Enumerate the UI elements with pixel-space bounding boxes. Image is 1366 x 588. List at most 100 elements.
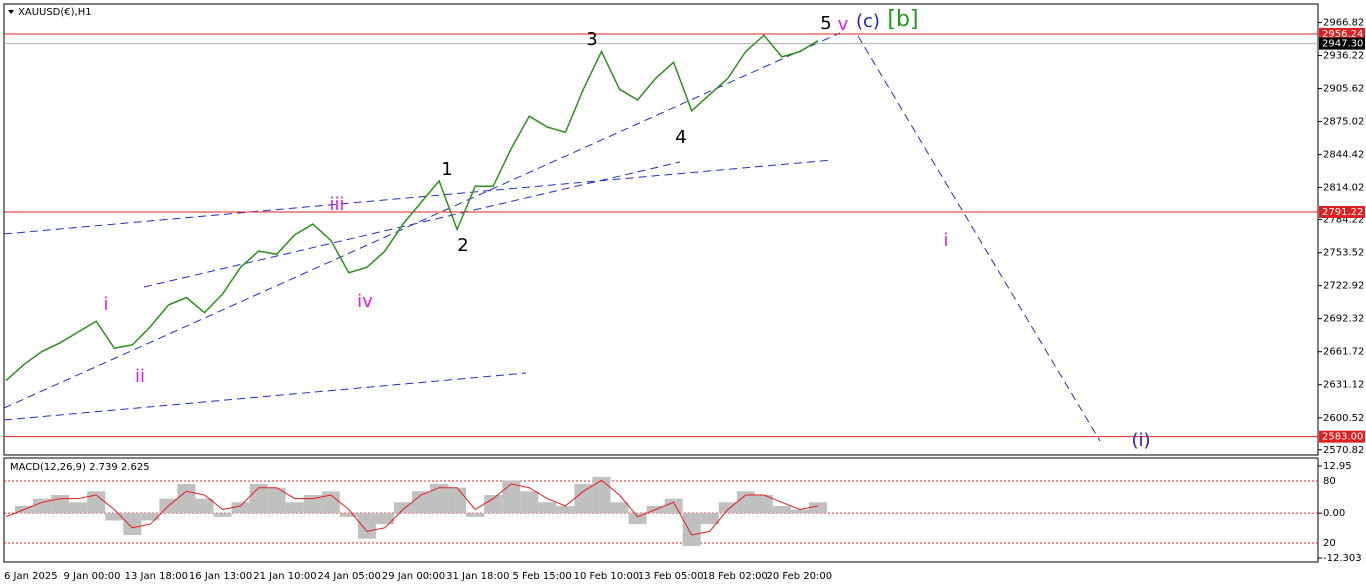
macd-bar — [736, 491, 755, 514]
y-tick-label: 2600.52 — [1323, 413, 1364, 424]
y-tick-label: 2753.52 — [1323, 248, 1364, 259]
macd-bar — [754, 494, 773, 514]
y-tick-label: 2936.22 — [1323, 51, 1364, 62]
macd-bar — [484, 494, 503, 514]
x-tick-label: 13 Feb 05:00 — [638, 571, 704, 582]
wave-label: (i) — [1131, 430, 1150, 451]
macd-bar — [285, 502, 304, 514]
macd-bar — [303, 494, 322, 514]
x-tick-label: 16 Jan 13:00 — [189, 571, 252, 582]
macd-bar — [357, 513, 376, 539]
macd-tick-label: 0.00 — [1323, 508, 1345, 519]
wave-label: ii — [135, 366, 145, 387]
main-frame — [3, 3, 1319, 456]
macd-bar — [682, 513, 701, 546]
x-tick-label: 10 Feb 10:00 — [574, 571, 640, 582]
macd-bar — [393, 502, 412, 514]
x-tick-label: 21 Jan 10:00 — [253, 571, 316, 582]
macd-bar — [51, 494, 70, 514]
macd-bar — [177, 484, 196, 514]
y-tick-label: 2844.42 — [1323, 150, 1364, 161]
macd-bar — [718, 502, 737, 514]
macd-bar — [466, 513, 485, 517]
current-price-label: 2947.30 — [1322, 39, 1363, 50]
level-label: 2956.24 — [1322, 29, 1363, 40]
x-tick-label: 18 Feb 02:00 — [702, 571, 768, 582]
macd-tick-label: -12.303 — [1323, 553, 1362, 564]
price-line — [5, 34, 819, 382]
level-box — [1319, 27, 1365, 40]
x-tick-label: 9 Jan 00:00 — [64, 571, 121, 582]
x-tick-label: 29 Jan 00:00 — [382, 571, 445, 582]
wave-label: [b] — [887, 7, 918, 32]
macd-bar — [412, 491, 431, 514]
macd-bar — [267, 487, 286, 514]
x-tick-label: 20 Feb 20:00 — [766, 571, 832, 582]
chart-title: XAUUSD(€),H1 — [18, 7, 92, 18]
y-tick-label: 2570.82 — [1323, 445, 1364, 456]
level-label: 2583.00 — [1322, 432, 1363, 443]
x-tick-label: 6 Jan 2025 — [4, 571, 58, 582]
x-tick-label: 31 Jan 18:00 — [446, 571, 509, 582]
macd-bar — [339, 513, 358, 517]
wave-label: iv — [357, 291, 373, 312]
macd-bar — [772, 505, 791, 514]
current-price-box — [1319, 37, 1365, 50]
macd-bar — [574, 484, 593, 514]
wave-label: 4 — [675, 127, 686, 148]
x-tick-label: 24 Jan 05:00 — [318, 571, 381, 582]
wave-label: 3 — [586, 29, 597, 50]
y-tick-label: 2905.62 — [1323, 84, 1364, 95]
y-tick-label: 2814.02 — [1323, 182, 1364, 193]
y-tick-label: 2784.22 — [1323, 215, 1364, 226]
macd-signal — [5, 479, 819, 536]
y-tick-label: 2966.82 — [1323, 18, 1364, 29]
y-tick-label: 2875.02 — [1323, 117, 1364, 128]
level-box — [1319, 430, 1365, 443]
macd-bar — [105, 513, 124, 521]
macd-bar — [33, 498, 52, 514]
wave-label: (c) — [856, 11, 880, 32]
x-tick-label: 5 Feb 15:00 — [512, 571, 571, 582]
wave-label: 2 — [457, 235, 468, 256]
wave-label: v — [838, 14, 849, 35]
macd-bar — [321, 491, 340, 514]
level-label: 2791.22 — [1322, 207, 1363, 218]
macd-bar — [249, 484, 268, 514]
macd-bar — [628, 513, 647, 525]
macd-bar — [610, 502, 629, 514]
wave-label: i — [943, 230, 948, 251]
macd-bar — [141, 513, 160, 521]
y-tick-label: 2692.32 — [1323, 314, 1364, 325]
macd-bar — [664, 498, 683, 514]
level-box — [1319, 205, 1365, 218]
macd-bar — [448, 487, 467, 514]
macd-tick-label: 12.95 — [1323, 461, 1352, 472]
macd-bar — [430, 484, 449, 514]
wave-label: i — [103, 294, 108, 315]
macd-bar — [808, 502, 828, 514]
macd-frame — [3, 457, 1319, 563]
y-tick-label: 2661.72 — [1323, 347, 1364, 358]
y-tick-label: 2722.92 — [1323, 281, 1364, 292]
menu-icon[interactable] — [8, 10, 14, 14]
macd-bar — [69, 502, 88, 514]
macd-bar — [556, 505, 575, 514]
macd-bar — [213, 513, 232, 517]
y-tick-label: 2631.12 — [1323, 380, 1364, 391]
wave-label: 5 — [820, 13, 831, 34]
macd-level-label: 80 — [1323, 476, 1336, 487]
macd-bar — [375, 513, 394, 525]
macd-level-label: 20 — [1323, 538, 1336, 549]
macd-bar — [592, 476, 611, 514]
macd-bar — [87, 491, 106, 514]
macd-bar — [231, 502, 250, 514]
x-tick-label: 13 Jan 18:00 — [125, 571, 188, 582]
wave-label: 1 — [441, 159, 452, 180]
macd-bar — [123, 513, 142, 536]
macd-bar — [790, 509, 809, 514]
wave-label: iii — [329, 194, 344, 215]
